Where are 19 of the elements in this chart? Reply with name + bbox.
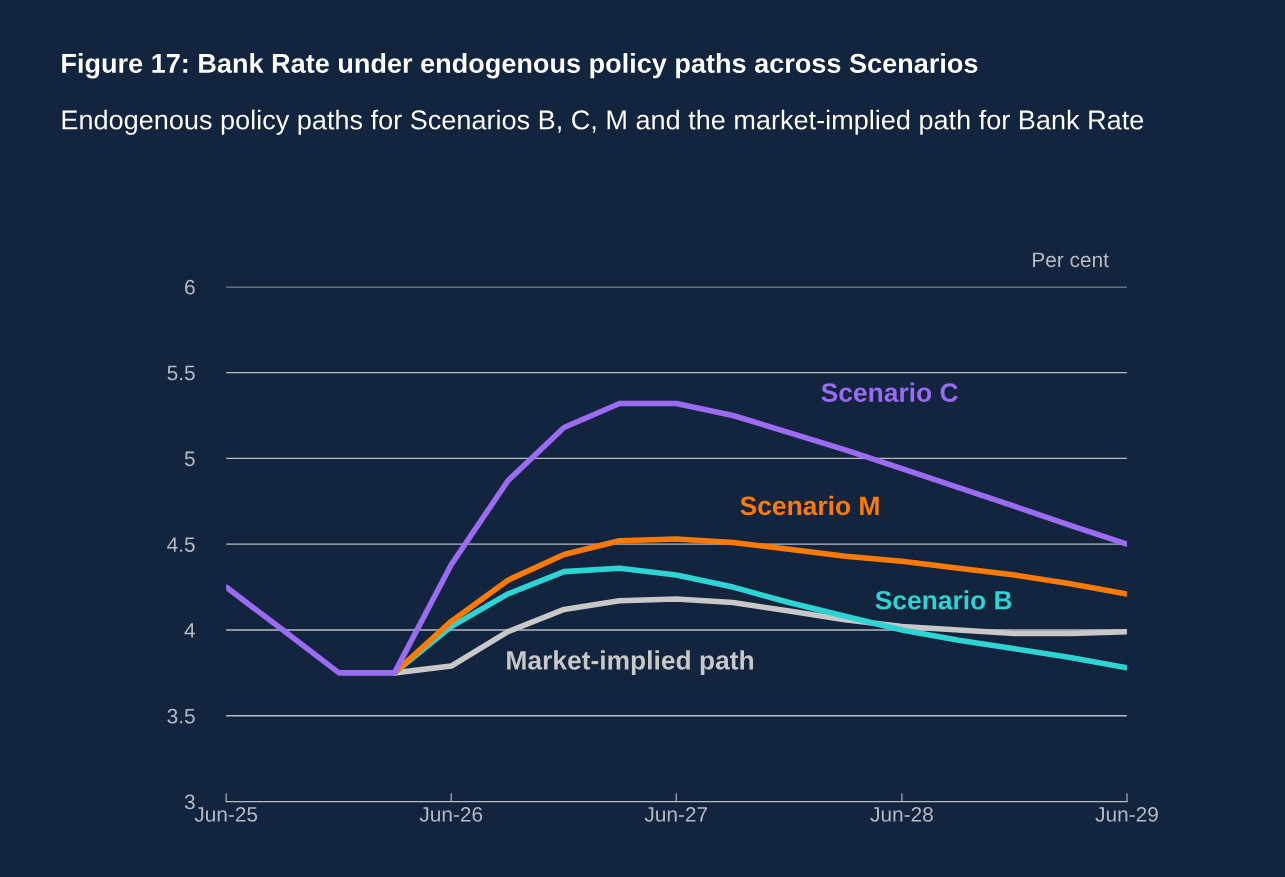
series-label: Scenario M [740,495,879,516]
y-tick-label: 5.5 [167,365,195,381]
y-tick-label: 3.5 [167,708,195,724]
series-label: Scenario C [821,382,958,402]
x-tick-label: Jun-27 [644,806,708,822]
x-tick-label: Jun-25 [194,806,258,822]
y-tick-label: 4.5 [167,537,195,552]
x-tick-label: Jun-29 [1095,806,1158,822]
y-axis-title: Per cent [1033,252,1109,268]
series-label: Scenario B [875,590,1012,610]
y-tick-label: 5 [184,451,195,467]
y-tick-label: 6 [185,279,195,295]
y-tick-label: 3 [184,794,195,810]
y-tick-label: 4 [184,623,195,638]
series-label: Market-implied path [507,650,754,675]
x-tick-label: Jun-26 [419,806,483,822]
chart-title: Figure 17: Bank Rate under endogenous policy paths across Scenarios [62,53,978,79]
x-tick-label: Jun-28 [870,806,933,822]
chart-subtitle: Endogenous policy paths for Scenarios B, C, M and the market-implied path for Bank Rate [62,109,1144,135]
